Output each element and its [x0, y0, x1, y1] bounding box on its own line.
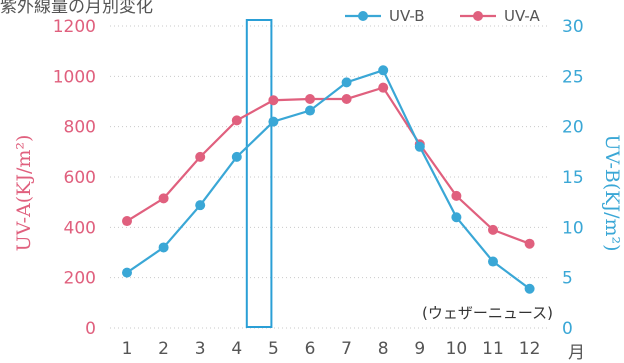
y-left-tick-label: 600 — [64, 168, 96, 188]
highlight-box — [245, 19, 273, 328]
series-line — [126, 68, 531, 290]
highlight-layer — [245, 19, 273, 328]
x-tick-label: 5 — [268, 339, 279, 359]
x-tick-label: 3 — [195, 339, 206, 359]
x-axis-unit: 月 — [568, 343, 585, 363]
data-point — [158, 242, 169, 253]
data-point — [341, 77, 352, 88]
data-point — [195, 151, 206, 162]
y-left-tick-label: 0 — [85, 319, 96, 339]
data-point — [488, 256, 498, 267]
series-layer — [122, 65, 535, 294]
data-point — [524, 283, 535, 294]
series-uv-a — [122, 82, 535, 249]
data-point — [231, 115, 242, 126]
grid — [110, 25, 550, 329]
x-tick-label: 8 — [378, 339, 389, 359]
source-note: (ウェザーニュース) — [422, 304, 553, 322]
x-tick-label: 12 — [519, 339, 541, 359]
legend-marker — [473, 11, 483, 21]
x-tick-label: 1 — [122, 339, 133, 359]
y-axis-left-label: UV-A(KJ/m²) — [13, 135, 35, 252]
y-left-tick-label: 1200 — [53, 17, 96, 37]
series-uv-b — [122, 65, 535, 294]
x-tick-label: 2 — [158, 339, 169, 359]
y-left-tick-label: 800 — [64, 118, 96, 138]
legend-label: UV-A — [504, 7, 540, 25]
x-tick-label: 10 — [446, 339, 468, 359]
data-point — [378, 82, 389, 93]
legend-item: UV-A — [460, 7, 540, 25]
series-line — [126, 86, 530, 245]
data-point — [195, 200, 206, 211]
y-right-tick-label: 5 — [562, 269, 573, 289]
data-point — [451, 212, 462, 223]
legend-item: UV-B — [345, 7, 425, 25]
y-left-tick-label: 200 — [64, 269, 96, 289]
y-right-tick-label: 0 — [562, 319, 573, 339]
legend-label: UV-B — [389, 7, 425, 25]
y-right-tick-label: 15 — [562, 168, 584, 188]
x-tick-label: 7 — [341, 339, 352, 359]
data-point — [305, 105, 315, 116]
data-point — [378, 65, 389, 76]
y-right-tick-label: 25 — [562, 67, 584, 87]
data-point — [305, 93, 315, 104]
data-point — [341, 93, 352, 104]
data-point — [231, 151, 242, 162]
data-point — [451, 190, 462, 201]
x-axis: 1 2 3 4 5 6 7 8 9 10 11 12 — [122, 339, 541, 359]
legend: UV-B UV-A — [345, 7, 540, 25]
data-point — [122, 216, 132, 227]
chart-title: 紫外線量の月別変化 — [0, 0, 153, 17]
y-axis-right: 0 5 10 15 20 25 30 — [562, 17, 584, 339]
data-point — [158, 193, 169, 204]
legend-marker — [358, 11, 368, 21]
y-axis-left: 0 200 400 600 800 1000 1200 — [53, 17, 96, 339]
data-point — [414, 141, 425, 152]
y-right-tick-label: 30 — [562, 17, 584, 37]
x-tick-label: 9 — [414, 339, 425, 359]
data-point — [488, 224, 498, 235]
y-right-tick-label: 20 — [562, 118, 584, 138]
y-axis-right-label: UV-B(KJ/m²) — [601, 134, 623, 251]
data-point — [122, 267, 132, 278]
data-point — [268, 116, 279, 127]
y-left-tick-label: 1000 — [53, 67, 96, 87]
x-tick-label: 11 — [482, 339, 504, 359]
x-tick-label: 6 — [305, 339, 316, 359]
data-point — [268, 95, 279, 106]
x-tick-label: 4 — [231, 339, 242, 359]
y-right-tick-label: 10 — [562, 218, 584, 238]
y-left-tick-label: 400 — [64, 218, 96, 238]
data-point — [524, 238, 535, 249]
